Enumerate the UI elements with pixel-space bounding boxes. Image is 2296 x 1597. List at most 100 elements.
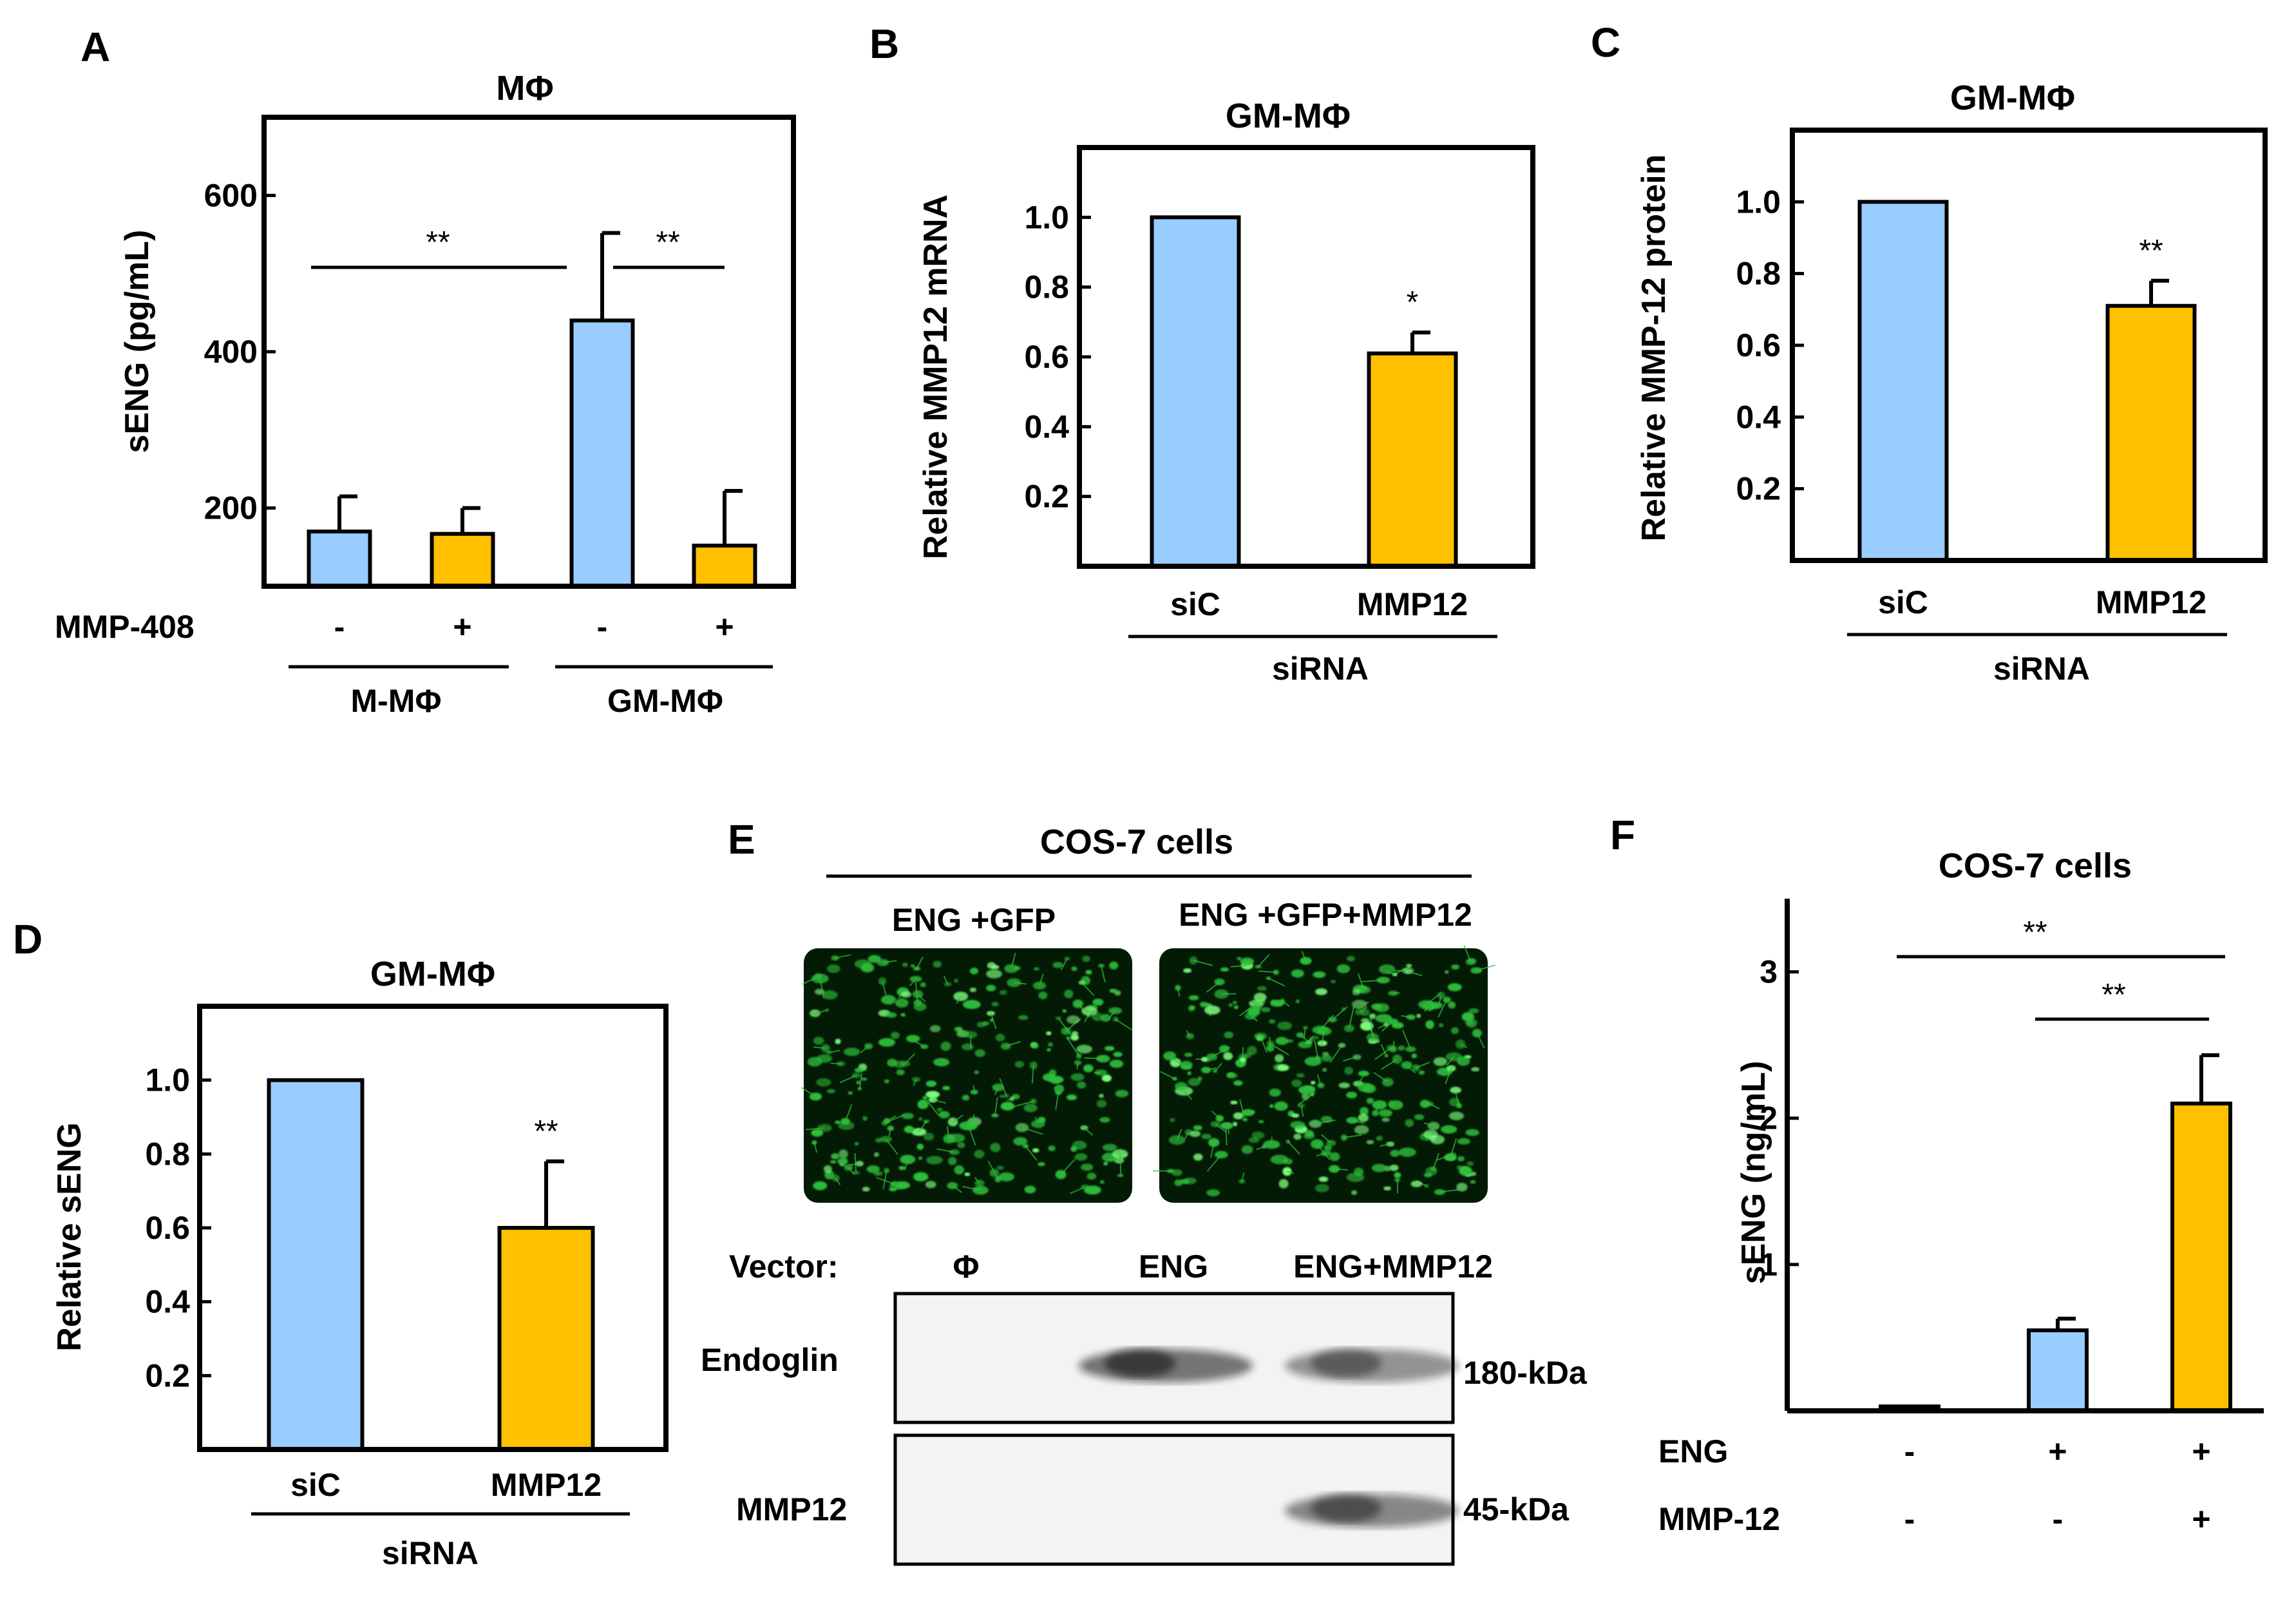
gfp-cell — [1071, 966, 1077, 971]
gfp-cell — [1098, 1093, 1105, 1098]
gfp-cell — [1372, 1100, 1387, 1110]
gfp-cell — [1070, 1146, 1077, 1152]
panel-f-chart: 1 2 3 — [1760, 899, 2264, 1413]
gfp-cell-process — [1334, 1168, 1348, 1171]
gfp-cell — [1450, 1086, 1461, 1094]
gfp-cell-process — [882, 960, 897, 964]
gfp-cell-process — [913, 1079, 917, 1086]
gfp-cell — [860, 1077, 868, 1081]
gfp-cell-process — [882, 980, 887, 995]
panel-a-title: MΦ — [496, 69, 553, 108]
gfp-cell-process — [1401, 1029, 1412, 1050]
gfp-cell — [1103, 1162, 1108, 1166]
gfp-cell — [1448, 1111, 1465, 1120]
gfp-cell — [1084, 1185, 1101, 1195]
gfp-cell — [1418, 1070, 1425, 1075]
gfp-cell — [1224, 1031, 1234, 1038]
gfp-cell — [822, 990, 838, 1000]
gfp-cell — [1293, 1133, 1302, 1140]
gfp-cell — [1188, 1005, 1195, 1011]
gfp-cell-process — [1392, 1040, 1395, 1050]
panel-b-frame — [1077, 145, 1535, 569]
gfp-cell-process — [1428, 1004, 1437, 1011]
gfp-cell — [1096, 1055, 1110, 1063]
gfp-cell — [1054, 1084, 1065, 1094]
gfp-cell-process — [1373, 1072, 1389, 1083]
gfp-cell-process — [813, 1009, 828, 1015]
gfp-cell-process — [1034, 1116, 1039, 1125]
gfp-cell — [1392, 1054, 1402, 1064]
gfp-cell — [1197, 1076, 1202, 1081]
panel-a-bar-3 — [569, 318, 635, 588]
gfp-cell — [1085, 970, 1092, 975]
gfp-cell-process — [1206, 1067, 1217, 1071]
gfp-cell-process — [1332, 1006, 1348, 1020]
gfp-cell — [923, 1119, 930, 1124]
gfp-cell — [1112, 1149, 1128, 1159]
gfp-cell — [1052, 962, 1063, 968]
gfp-cell — [974, 1070, 980, 1075]
gfp-cell — [1109, 961, 1119, 970]
gfp-cell — [1233, 1005, 1239, 1009]
gfp-cell — [962, 1000, 981, 1009]
gfp-cell — [1269, 1088, 1281, 1097]
gfp-cell — [1099, 1116, 1110, 1123]
panel-c-y-tick-label-3: 0.6 — [1736, 327, 1781, 363]
gfp-cell — [1066, 1094, 1077, 1101]
panel-a-significance-1: ** — [426, 225, 450, 260]
gfp-cell — [1468, 1008, 1479, 1014]
gfp-cell — [834, 1120, 841, 1124]
gfp-cell-process — [1215, 1124, 1228, 1133]
gfp-cell — [1070, 1073, 1085, 1081]
gfp-cell — [974, 1049, 985, 1057]
panel-c-category-2: MMP12 — [2096, 584, 2206, 620]
gfp-cell-process — [956, 996, 962, 1004]
gfp-cell-process — [974, 1177, 980, 1184]
gfp-cell — [878, 1038, 895, 1047]
gfp-cell-process — [849, 1163, 860, 1166]
gfp-cell-process — [1230, 964, 1248, 968]
gfp-cell — [1046, 1031, 1052, 1036]
gfp-cell — [1423, 1172, 1432, 1178]
gfp-cell-process — [1250, 1015, 1258, 1022]
gfp-cell-process — [1436, 1154, 1453, 1161]
gfp-cell — [1081, 1163, 1094, 1171]
panel-d-category-2: MMP12 — [491, 1467, 602, 1503]
gfp-cell — [1466, 1161, 1474, 1166]
gfp-cell-process — [1300, 1034, 1313, 1045]
panel-f-bar-3 — [2170, 1102, 2232, 1413]
gfp-cell — [1346, 955, 1355, 962]
gfp-cell — [1465, 1129, 1479, 1136]
gfp-cell — [1174, 1179, 1183, 1187]
gfp-cell — [1170, 1058, 1181, 1067]
gfp-cell — [848, 1091, 853, 1095]
gfp-cell — [954, 979, 959, 983]
gfp-cell — [1105, 1046, 1115, 1051]
panel-d-y-tick-label-1: 0.2 — [145, 1357, 190, 1393]
gfp-cell — [1338, 1082, 1350, 1089]
gfp-cell — [1052, 1079, 1059, 1084]
panel-b-category-1: siC — [1170, 586, 1220, 622]
panel-c-bar-2 — [2105, 303, 2197, 562]
gfp-cell — [831, 1153, 840, 1160]
gfp-cell — [1223, 1052, 1233, 1060]
gfp-cell — [1461, 1011, 1474, 1022]
gfp-cell-process — [924, 1097, 939, 1116]
gfp-cell — [996, 1165, 1004, 1171]
gfp-cell — [1411, 1053, 1418, 1058]
gfp-cell — [1076, 1081, 1086, 1089]
panel-e-image-label-1: ENG +GFP — [892, 902, 1056, 938]
panel-letter-c: C — [1591, 19, 1620, 66]
gfp-cell — [957, 1142, 965, 1149]
gfp-cell-process — [990, 1013, 997, 1029]
micrograph-gfp-mmp12-background — [1159, 948, 1488, 1203]
gfp-cell — [1048, 1145, 1056, 1152]
gfp-cell-process — [1408, 971, 1423, 977]
gfp-cell — [1318, 1176, 1329, 1182]
gfp-cell — [1274, 1101, 1288, 1111]
gfp-cell — [909, 975, 922, 982]
gfp-cell — [1448, 1098, 1460, 1107]
gfp-cell — [1233, 1112, 1244, 1120]
gfp-cell-process — [1316, 1074, 1322, 1086]
